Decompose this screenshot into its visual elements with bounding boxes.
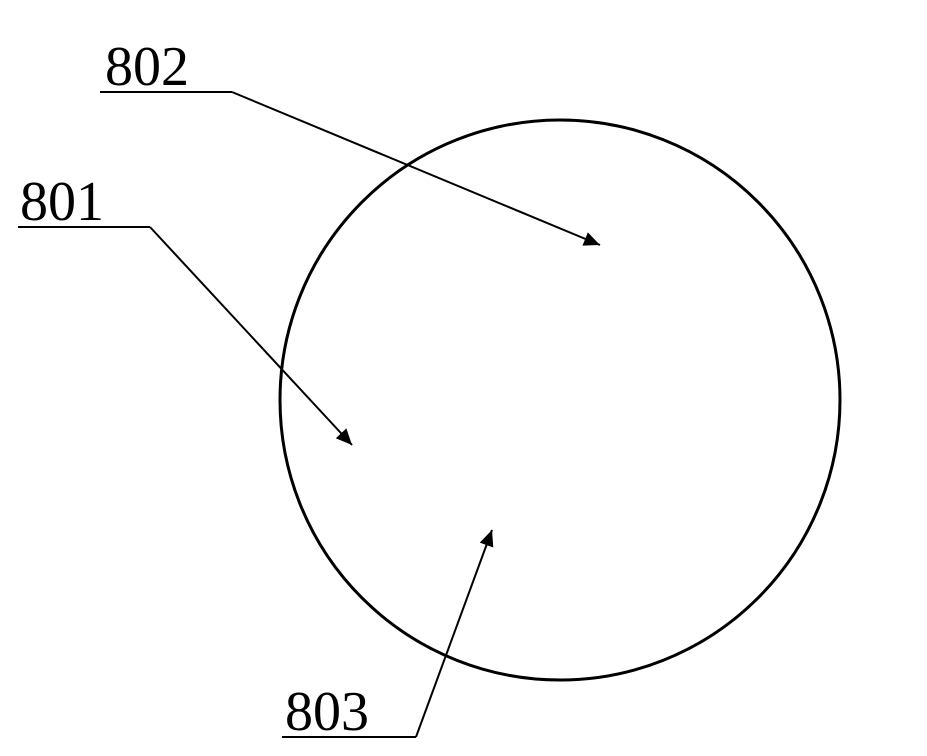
callout-label-803: 803: [285, 681, 369, 743]
leader-line-802: [232, 92, 600, 245]
technical-diagram: 802 801 803: [0, 0, 927, 756]
leader-line-801: [150, 227, 352, 445]
callout-label-802: 802: [105, 36, 189, 98]
detail-circle: [280, 120, 840, 680]
leader-line-803: [416, 530, 492, 737]
callout-label-801: 801: [20, 171, 104, 233]
